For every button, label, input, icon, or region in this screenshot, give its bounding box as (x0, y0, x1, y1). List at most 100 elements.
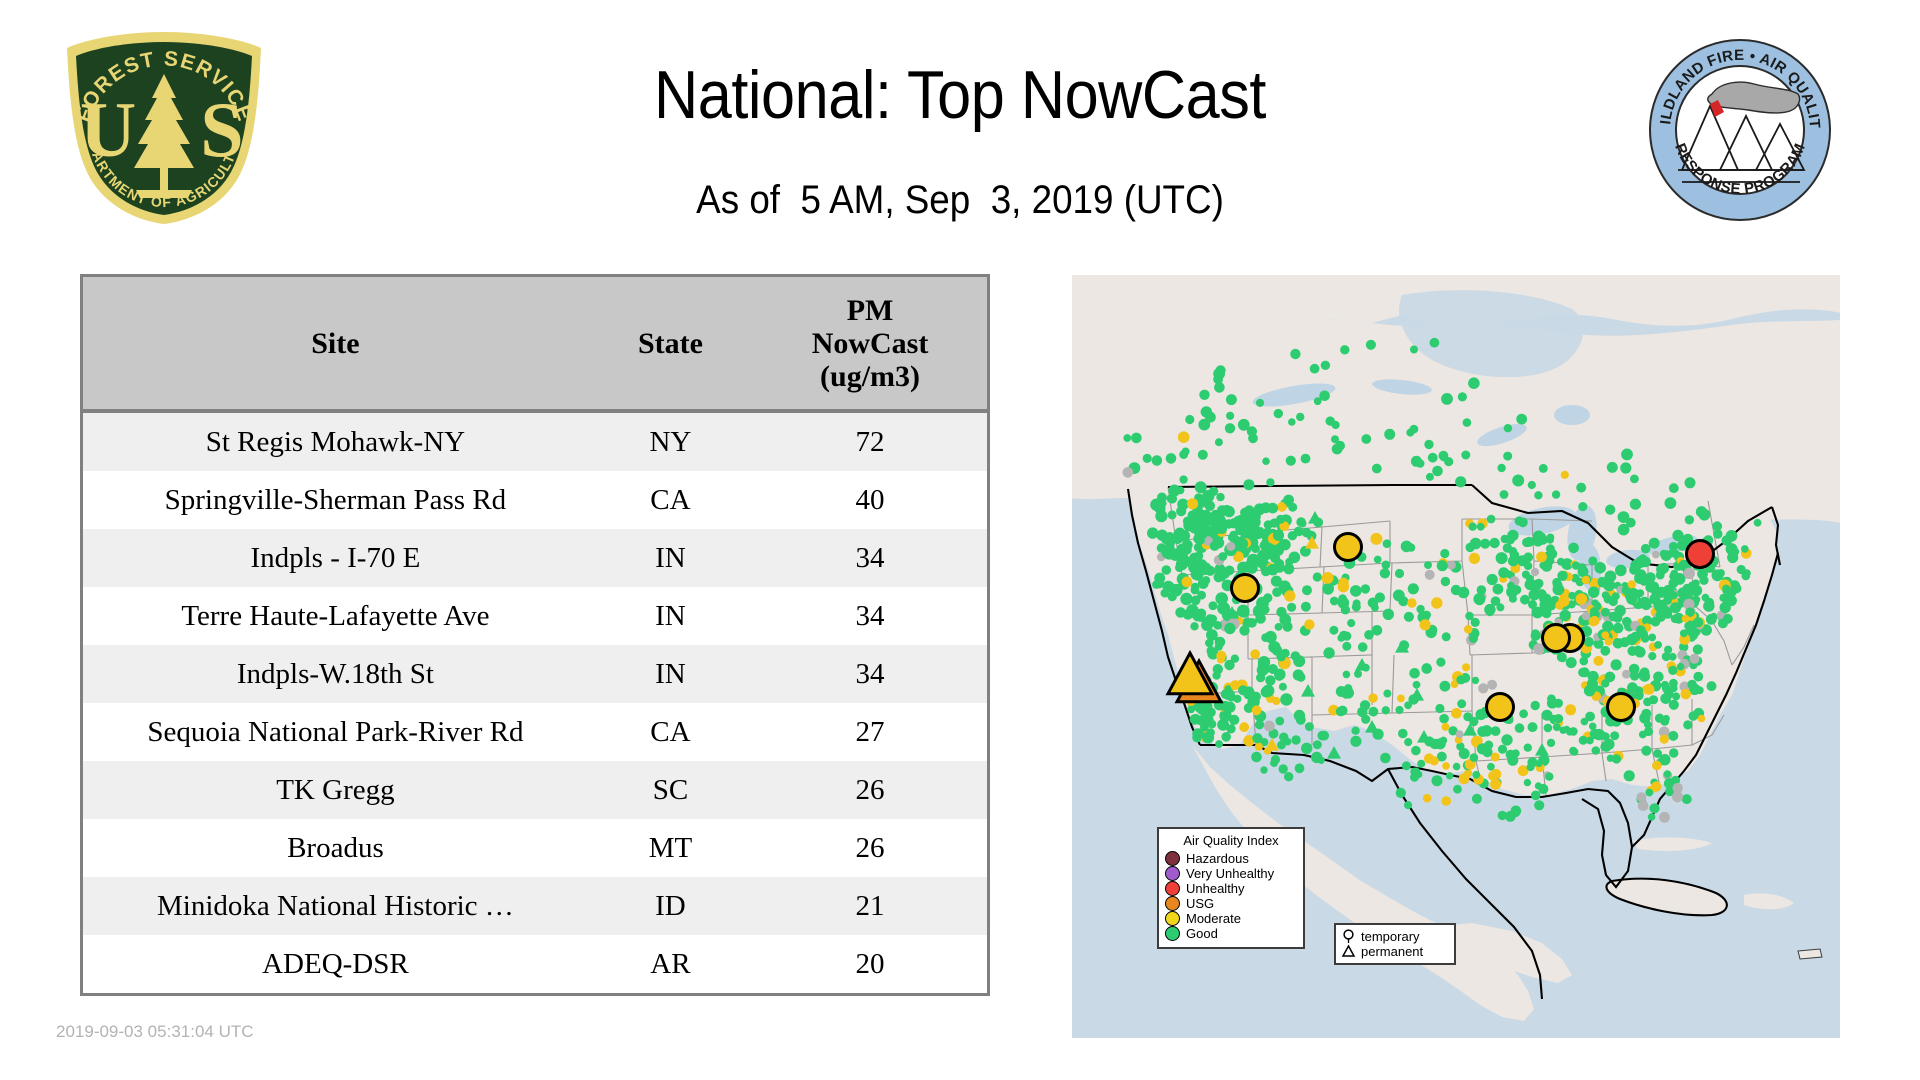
sensor-dot (1321, 572, 1334, 584)
sensor-dot (1354, 669, 1362, 678)
sensor-dot (1439, 713, 1449, 724)
sensor-dot (1441, 632, 1451, 642)
table-row[interactable]: St Regis Mohawk-NY NY 72 (81, 411, 989, 471)
sensor-dot (1519, 709, 1528, 719)
sensor-dot (1180, 556, 1192, 567)
sensor-dot (1342, 641, 1352, 651)
highlighted-site-marker[interactable]: ADEQ-DSR (AR) 20 — Moderate (1485, 692, 1515, 722)
sensor-dot (1160, 588, 1170, 598)
circle-outline-icon (1343, 929, 1354, 943)
legend-label-permanent: permanent (1361, 944, 1424, 959)
table-row[interactable]: Minidoka National Historic … ID 21 (81, 877, 989, 935)
sensor-dot (1713, 529, 1723, 539)
sensor-dot (1248, 433, 1258, 444)
table-row[interactable]: TK Gregg SC 26 (81, 761, 989, 819)
sensor-dot (1218, 552, 1228, 561)
sensor-dot (1284, 772, 1294, 782)
sensor-dot (1131, 432, 1142, 444)
sensor-dot (1342, 670, 1351, 679)
highlighted-site-marker[interactable]: Broadus (MT) 26 — Moderate (1333, 532, 1363, 562)
svg-text:S: S (200, 86, 243, 173)
sensor-dot (1610, 659, 1622, 671)
sensor-dot (1340, 345, 1350, 355)
sensor-dot (1300, 453, 1311, 464)
sensor-dot (1270, 575, 1282, 587)
sensor-dot (1480, 538, 1491, 549)
highlighted-site-markers[interactable]: St Regis Mohawk-NY (NY) 72 — UnhealthySp… (1165, 532, 1715, 722)
table-row[interactable]: Indpls - I-70 E IN 34 (81, 529, 989, 587)
highlighted-site-marker[interactable]: Indpls-W.18th St (IN) 34 — Moderate (1541, 623, 1571, 653)
highlighted-site-marker[interactable]: Sequoia National Park-River Rd (CA) 27 —… (1165, 649, 1215, 696)
sensor-dot (1518, 517, 1528, 528)
sensor-dot (1262, 457, 1270, 465)
sensor-dot (1382, 539, 1392, 548)
sensor-dot (1441, 722, 1450, 731)
sensor-dot (1263, 520, 1273, 530)
cell-state: AR (587, 935, 754, 995)
sensor-dot (1622, 669, 1631, 679)
sensor-dot (1195, 612, 1206, 622)
sensor-dot (1309, 363, 1320, 374)
sensor-dot (1545, 772, 1554, 781)
sensor-dot (1431, 597, 1443, 609)
column-header-state[interactable]: State (587, 275, 754, 413)
permanent-monitor-triangle (1301, 684, 1315, 697)
sensor-dot (1469, 716, 1479, 727)
sensor-dot (1233, 551, 1244, 563)
table-row[interactable]: Broadus MT 26 (81, 819, 989, 877)
column-header-pm-nowcast[interactable]: PM NowCast (ug/m3) (753, 275, 989, 413)
permanent-monitor-triangle (1365, 720, 1379, 733)
sensor-dot (1533, 643, 1545, 655)
sensor-dot (1429, 756, 1439, 766)
sensor-dot (1648, 537, 1660, 549)
sensor-dot (1294, 763, 1305, 774)
sensor-dot (1507, 581, 1515, 590)
sensor-dot (1338, 594, 1347, 603)
sensor-dot (1648, 633, 1657, 642)
highlighted-site-marker[interactable]: TK Gregg (SC) 26 — Moderate (1606, 692, 1636, 722)
sensor-dot (1489, 537, 1500, 549)
air-quality-map[interactable]: St Regis Mohawk-NY (NY) 72 — UnhealthySp… (1072, 275, 1840, 1038)
column-header-pm-line1: PM (846, 293, 894, 327)
sensor-dot (1553, 714, 1564, 724)
table-row[interactable]: ADEQ-DSR AR 20 (81, 935, 989, 995)
sensor-dot (1638, 554, 1648, 563)
column-header-site[interactable]: Site (81, 275, 588, 413)
table-row[interactable]: Springville-Sherman Pass Rd CA 40 (81, 471, 989, 529)
table-row[interactable]: Terre Haute-Lafayette Ave IN 34 (81, 587, 989, 645)
sensor-dot (1461, 450, 1471, 460)
legend-swatch-icon (1165, 911, 1180, 926)
sensor-dot (1676, 662, 1685, 671)
sensor-dot (1589, 577, 1601, 589)
sensor-dot (1361, 434, 1372, 444)
sensor-dot (1295, 714, 1306, 725)
sensor-dot (1669, 748, 1679, 758)
sensor-dot (1457, 699, 1467, 709)
sensor-dot (1672, 791, 1683, 803)
sensor-dot (1274, 623, 1283, 631)
sensor-dot (1719, 593, 1728, 602)
sensor-dot (1256, 673, 1266, 683)
sensor-dot (1142, 453, 1152, 463)
sensor-dot (1213, 374, 1223, 385)
sensor-dot (1207, 648, 1219, 660)
table-row[interactable]: Indpls-W.18th St IN 34 (81, 645, 989, 703)
table-row[interactable]: Sequoia National Park-River Rd CA 27 (81, 703, 989, 761)
highlighted-site-marker[interactable]: St Regis Mohawk-NY (NY) 72 — Unhealthy (1685, 539, 1715, 569)
sensor-dot (1499, 490, 1509, 499)
sensor-dot (1661, 684, 1671, 693)
sensor-dot (1212, 671, 1221, 680)
sensor-dot (1194, 551, 1204, 561)
sensor-dot (1727, 551, 1739, 564)
sensor-dot (1589, 607, 1599, 616)
sensor-dot (1543, 723, 1553, 733)
permanent-monitor-triangle (1308, 511, 1322, 524)
sensor-dot (1711, 569, 1724, 582)
sensor-dot (1484, 603, 1496, 616)
sensor-dot (1578, 735, 1588, 745)
sensor-dot (1502, 569, 1511, 578)
sensor-dot (1243, 735, 1255, 747)
sensor-dot (1522, 537, 1532, 548)
highlighted-site-marker[interactable]: Minidoka National Historic … (ID) 21 — M… (1230, 573, 1260, 603)
sensor-dot (1497, 810, 1507, 821)
